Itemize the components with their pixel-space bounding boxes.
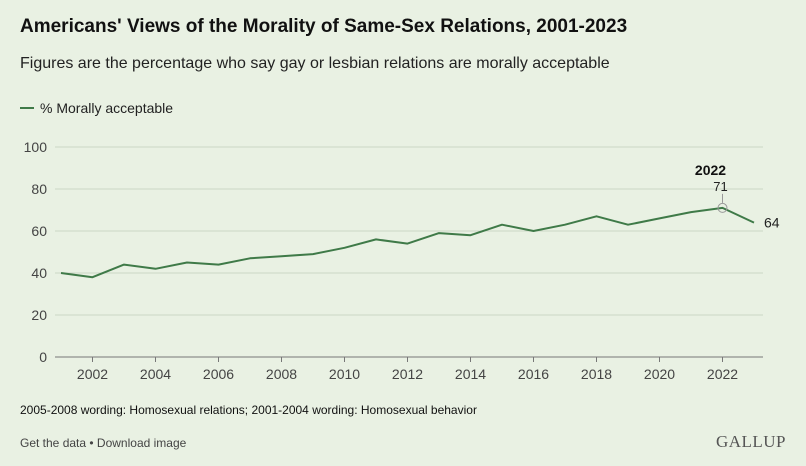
data-point <box>689 210 693 214</box>
y-tick-label: 40 <box>31 265 47 281</box>
x-tick-label: 2016 <box>518 366 549 382</box>
data-point <box>406 242 410 246</box>
y-tick-label: 80 <box>31 181 47 197</box>
x-tick-label: 2012 <box>392 366 423 382</box>
last-value-label: 64 <box>764 215 780 231</box>
legend-swatch <box>20 107 34 109</box>
chart-subtitle: Figures are the percentage who say gay o… <box>20 55 610 72</box>
data-point <box>91 275 95 279</box>
x-tick-label: 2006 <box>203 366 234 382</box>
data-point <box>532 229 536 233</box>
chart-title: Americans' Views of the Morality of Same… <box>20 16 628 37</box>
data-point <box>280 254 284 258</box>
data-point <box>59 271 63 275</box>
gallup-logo: GALLUP <box>715 432 786 451</box>
data-point <box>721 206 725 210</box>
legend: % Morally acceptable <box>20 100 173 116</box>
data-point <box>500 223 504 227</box>
data-point <box>752 221 756 225</box>
x-tick-label: 2022 <box>707 366 738 382</box>
data-point <box>626 223 630 227</box>
y-tick-label: 0 <box>39 349 47 365</box>
highlight-value-label: 71 <box>713 179 727 194</box>
y-tick-label: 100 <box>24 139 48 155</box>
data-point <box>658 216 662 220</box>
footer-links: Get the data • Download image <box>20 436 186 450</box>
highlight-year-label: 2022 <box>695 162 726 178</box>
x-tick-label: 2008 <box>266 366 297 382</box>
data-point <box>185 261 189 265</box>
line-chart: 0 20 40 60 80 100 2002 2004 2006 2008 2010 2012 2014… <box>24 139 780 382</box>
x-tick-label: 2004 <box>140 366 171 382</box>
x-tick-label: 2018 <box>581 366 612 382</box>
data-point <box>374 237 378 241</box>
data-point <box>217 263 221 267</box>
data-point <box>248 256 252 260</box>
x-tick-label: 2010 <box>329 366 360 382</box>
data-point <box>437 231 441 235</box>
get-data-link[interactable]: Get the data <box>20 436 87 450</box>
data-point <box>563 223 567 227</box>
series-line <box>60 206 755 279</box>
data-point <box>311 252 315 256</box>
data-point <box>154 267 158 271</box>
highlight-marker <box>717 202 728 213</box>
data-point <box>469 233 473 237</box>
download-image-link[interactable]: Download image <box>96 436 187 450</box>
y-tick-label: 20 <box>31 307 47 323</box>
legend-label: % Morally acceptable <box>40 100 174 116</box>
data-point <box>595 214 599 218</box>
data-point <box>343 246 347 250</box>
separator: • <box>86 436 97 450</box>
x-tick-label: 2002 <box>77 366 108 382</box>
data-point <box>122 263 126 267</box>
y-tick-label: 60 <box>31 223 47 239</box>
footnote: 2005-2008 wording: Homosexual relations;… <box>20 403 477 417</box>
x-tick-label: 2014 <box>455 366 486 382</box>
x-tick-label: 2020 <box>644 366 675 382</box>
